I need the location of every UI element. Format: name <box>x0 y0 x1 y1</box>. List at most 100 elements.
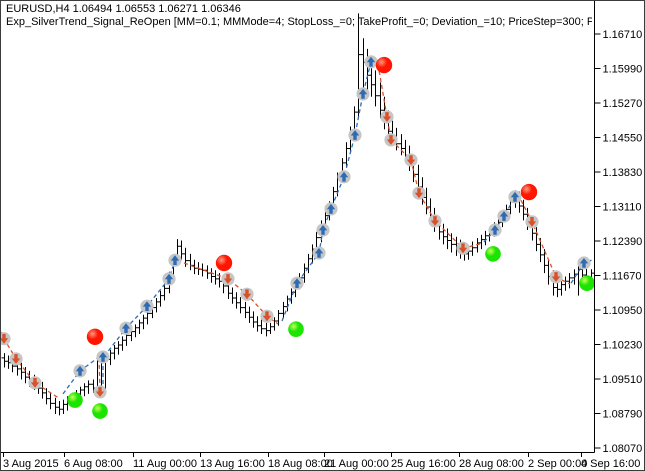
price-label: 1.14550 <box>603 133 643 145</box>
buy-signal-dot <box>485 246 501 262</box>
signal-marker-down <box>412 186 426 200</box>
signal-marker-down <box>428 214 442 228</box>
signal-marker-down <box>525 215 539 229</box>
signal-marker-up <box>119 321 133 335</box>
signal-marker-up <box>168 253 182 267</box>
up-arrow-icon <box>142 301 152 311</box>
signal-marker-up <box>577 256 591 270</box>
up-arrow-icon <box>314 248 324 258</box>
price-label: 1.11670 <box>603 271 642 283</box>
price-label: 1.10950 <box>603 305 643 317</box>
buy-signal-dot <box>67 392 83 408</box>
price-label: 1.16710 <box>603 29 643 41</box>
price-label: 1.13830 <box>603 167 643 179</box>
up-arrow-icon <box>510 191 520 202</box>
down-arrow-icon <box>223 274 233 284</box>
time-label: 25 Aug 16:00 <box>391 458 456 470</box>
signal-marker-down <box>240 287 254 301</box>
down-arrow-icon <box>262 311 272 322</box>
signal-marker-up <box>348 128 362 142</box>
signal-marker-up <box>96 350 110 364</box>
buy-signal-dot <box>579 275 595 292</box>
signal-marker-down <box>9 352 23 366</box>
up-arrow-icon <box>75 365 85 376</box>
up-arrow-icon <box>98 352 108 362</box>
indicator-params-line: Exp_SilverTrend_Signal_ReOpen [MM=0.1; M… <box>6 16 592 28</box>
down-arrow-icon <box>30 378 40 388</box>
signal-marker-up <box>488 223 502 237</box>
time-label: 2 Sep 00:00 <box>528 458 587 470</box>
down-arrow-icon <box>458 243 468 254</box>
signal-marker-up <box>140 299 154 313</box>
up-arrow-icon <box>499 211 509 221</box>
time-label: 18 Aug 08:00 <box>268 458 333 470</box>
signal-marker-down <box>384 133 398 147</box>
signal-marker-down <box>93 385 107 399</box>
trend-segment-down <box>520 200 571 285</box>
price-label: 1.15990 <box>603 64 643 76</box>
up-arrow-icon <box>490 225 500 235</box>
down-arrow-icon <box>242 289 252 300</box>
time-label: 28 Aug 08:00 <box>459 458 524 470</box>
time-label: 13 Aug 16:00 <box>200 458 265 470</box>
symbol-quote-line: EURUSD,H4 1.06494 1.06553 1.06271 1.0634… <box>6 3 241 15</box>
trend-segment-up <box>281 58 376 322</box>
price-label: 1.10230 <box>603 340 643 352</box>
price-label: 1.08070 <box>603 443 643 455</box>
up-arrow-icon <box>164 273 174 284</box>
up-arrow-icon <box>339 171 349 182</box>
buy-signal-dot <box>288 321 304 338</box>
signal-marker-down <box>260 309 274 323</box>
down-arrow-icon <box>1 333 9 344</box>
up-arrow-icon <box>326 203 336 214</box>
price-label: 1.12390 <box>603 236 643 248</box>
price-scale[interactable]: 1.16710 1.15990 1.15270 1.14550 1.13830 1.131… <box>594 29 643 455</box>
chart-header: EURUSD,H4 1.06494 1.06553 1.06271 1.0634… <box>6 3 592 29</box>
up-arrow-icon <box>358 88 368 99</box>
sell-signal-dot <box>375 56 393 74</box>
signal-marker-up <box>497 209 511 223</box>
signal-marker-up <box>73 364 87 378</box>
time-label: 4 Sep 16:00 <box>581 458 640 470</box>
down-arrow-icon <box>527 217 537 227</box>
down-arrow-icon <box>11 354 21 364</box>
signal-marker-down <box>28 376 42 390</box>
up-arrow-icon <box>121 323 131 333</box>
down-arrow-icon <box>382 112 392 122</box>
sell-signal-dot <box>86 328 104 345</box>
signal-marker-up <box>508 190 522 204</box>
signal-marker-down <box>1 332 11 346</box>
down-arrow-icon <box>551 272 561 282</box>
signal-marker-up <box>290 276 304 290</box>
signal-marker-up <box>337 170 351 184</box>
signal-marker-up <box>162 272 176 286</box>
signal-marker-up <box>316 223 330 237</box>
signal-marker-down <box>549 270 563 284</box>
up-arrow-icon <box>350 130 360 140</box>
buy-signal-dot <box>92 403 108 419</box>
down-arrow-icon <box>95 387 105 397</box>
time-label: 3 Aug 2015 <box>3 458 59 470</box>
sell-signal-dot <box>215 254 233 272</box>
down-arrow-icon <box>430 216 440 226</box>
up-arrow-icon <box>366 56 376 67</box>
price-label: 1.15270 <box>603 98 643 110</box>
time-label: 6 Aug 08:00 <box>64 458 123 470</box>
time-scale[interactable]: 3 Aug 2015 6 Aug 08:00 11 Aug 00:00 13 Aug … <box>3 452 640 471</box>
time-label: 21 Aug 00:00 <box>324 458 389 470</box>
down-arrow-icon <box>414 188 424 199</box>
up-arrow-icon <box>318 225 328 235</box>
signal-marker-up <box>324 202 338 216</box>
signal-marker-up <box>364 55 378 69</box>
signal-marker-down <box>456 241 470 255</box>
signal-marker-down <box>221 272 235 286</box>
price-label: 1.09510 <box>603 374 643 386</box>
down-arrow-icon <box>406 155 416 165</box>
up-arrow-icon <box>579 258 589 268</box>
signal-marker-down <box>404 153 418 167</box>
signal-marker-down <box>380 110 394 124</box>
price-label: 1.08790 <box>603 409 643 421</box>
down-arrow-icon <box>386 135 396 145</box>
